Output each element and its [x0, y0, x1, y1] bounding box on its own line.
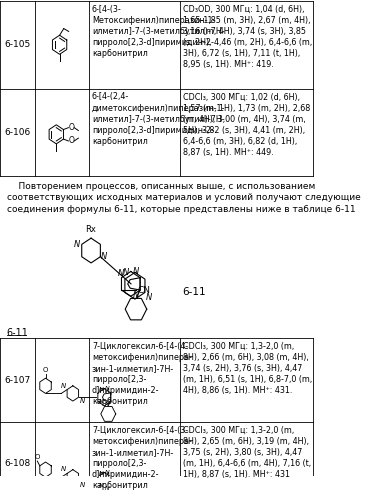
Text: CN: CN [137, 286, 150, 294]
Text: O: O [68, 136, 74, 145]
Text: N: N [101, 252, 108, 261]
Text: N: N [79, 398, 85, 404]
Text: O: O [68, 123, 74, 132]
Text: CDCl₃, 300 МГц: 1,02 (d, 6H),
1,57 (m, 1H), 1,73 (m, 2H), 2,68
(m, 4H), 3,00 (m,: CDCl₃, 300 МГц: 1,02 (d, 6H), 1,57 (m, 1… [183, 92, 310, 157]
Text: 7-Циклогексил-6-[4-(4-
метоксифенил)пипера-
зин-1-илметил]-7H-
пирроло[2,3-
d]пи: 7-Циклогексил-6-[4-(4- метоксифенил)пипе… [92, 342, 192, 406]
Text: N: N [122, 268, 128, 276]
Text: CDCl₃, 300 МГц: 1,3-2,0 (m,
8H), 2,65 (m, 6H), 3,19 (m, 4H),
3,75 (s, 2H), 3,80 : CDCl₃, 300 МГц: 1,3-2,0 (m, 8H), 2,65 (m… [183, 426, 311, 479]
Text: N: N [105, 486, 110, 492]
Text: N: N [133, 291, 139, 300]
Text: N: N [133, 267, 139, 276]
Text: N: N [99, 483, 103, 488]
Text: 6-11: 6-11 [182, 288, 206, 298]
Text: 6-[4-(3-
Метоксифенил)пиперазин-1-
илметил]-7-(3-метилбутил)-7H-
пирроло[2,3-d]п: 6-[4-(3- Метоксифенил)пиперазин-1- илмет… [92, 5, 225, 58]
Text: N: N [105, 402, 110, 407]
Text: 6-108: 6-108 [4, 460, 30, 468]
Text: 6-[4-(2,4-
диметоксифенил)пиперазин-1-
илметил]-7-(3-метилбутил)-7H-
пирроло[2,3: 6-[4-(2,4- диметоксифенил)пиперазин-1- и… [92, 92, 225, 146]
Text: N: N [105, 386, 110, 391]
Text: N: N [61, 466, 66, 472]
Text: Rx: Rx [86, 226, 97, 234]
Text: O: O [43, 368, 48, 374]
Text: CD₃OD, 300 МГц: 1,04 (d, 6H),
1,65-1,85 (m, 3H), 2,67 (m, 4H),
3,16 (m, 4H), 3,7: CD₃OD, 300 МГц: 1,04 (d, 6H), 1,65-1,85 … [183, 5, 312, 70]
Text: CDCl₃, 300 МГц: 1,3-2,0 (m,
8H), 2,66 (m, 6H), 3,08 (m, 4H),
3,74 (s, 2H), 3,76 : CDCl₃, 300 МГц: 1,3-2,0 (m, 8H), 2,66 (m… [183, 342, 312, 396]
Text: N: N [146, 294, 152, 302]
Text: 7-Циклогексил-6-[4-(3-
метоксифенил)пипера-
зин-1-илметил]-7H-
пирроло[2,3-
d]пи: 7-Циклогексил-6-[4-(3- метоксифенил)пипе… [92, 426, 192, 490]
Text: N: N [79, 482, 85, 488]
Text: O: O [35, 454, 40, 460]
Text: 6-105: 6-105 [4, 40, 30, 50]
Text: 6-11: 6-11 [6, 328, 28, 338]
Text: N: N [99, 387, 103, 392]
Text: N: N [74, 240, 80, 249]
Text: 6-106: 6-106 [4, 128, 30, 137]
Text: Повторением процессов, описанных выше, с использованием
соответствующих исходных: Повторением процессов, описанных выше, с… [6, 182, 360, 214]
Text: N: N [99, 399, 103, 404]
Text: N: N [118, 269, 124, 278]
Text: 6-107: 6-107 [4, 376, 30, 384]
Text: N: N [61, 382, 66, 388]
Text: N: N [105, 470, 110, 475]
Text: N: N [99, 471, 103, 476]
